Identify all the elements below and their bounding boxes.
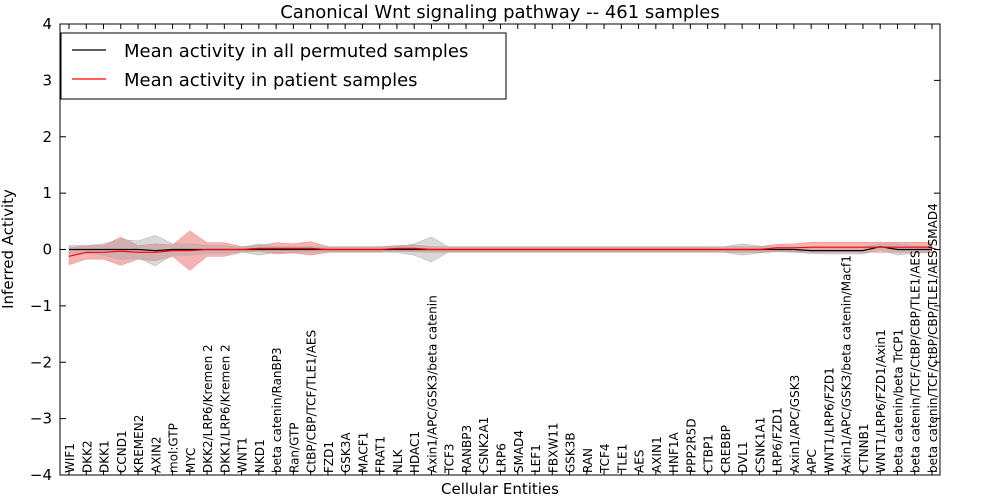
- x-tick-label: LRP6/FZD1: [771, 407, 785, 473]
- x-tick-label: CtBP/CBP/TCF/TLE1/AES: [305, 330, 319, 473]
- error-bands: [68, 230, 933, 271]
- x-tick-label: SMAD4: [512, 430, 526, 473]
- x-tick-label: CCND1: [115, 430, 129, 473]
- x-tick-label: Axin1/APC/GSK3/beta catenin: [426, 295, 440, 473]
- y-tick-label: −1: [30, 297, 52, 315]
- legend-label-patient: Mean activity in patient samples: [124, 70, 418, 91]
- x-tick-label: AES: [633, 450, 647, 473]
- series-lines: [68, 246, 932, 257]
- plot-frame: [59, 23, 941, 476]
- x-tick-label: DKK2/LRP6/Kremen 2: [201, 344, 215, 473]
- y-tick-label: 1: [42, 184, 52, 202]
- x-tick-label: NLK: [391, 448, 405, 473]
- x-tick-label: CREBBP: [719, 425, 733, 473]
- x-tick-label: RAN: [581, 448, 595, 473]
- x-tick-label: WNT1: [236, 437, 250, 473]
- x-tick-label: Ran/GTP: [287, 422, 301, 473]
- y-axis-ticks: −4 −3 −2 −1 0 1 2 3 4: [30, 15, 940, 484]
- x-tick-label: CSNK1A1: [753, 417, 767, 473]
- x-tick-label: AXIN1: [650, 436, 664, 473]
- x-tick-label: beta catenin/beta TrCP1: [892, 329, 906, 473]
- x-tick-label: DKK1/LRP6/Kremen 2: [218, 344, 232, 473]
- x-tick-label: TCF4: [598, 443, 612, 474]
- permuted-band: [68, 235, 933, 267]
- x-tick-label: CTBP1: [702, 434, 716, 473]
- x-tick-label: MYC: [184, 448, 198, 473]
- x-tick-label: FZD1: [322, 441, 336, 473]
- x-tick-label: TCF3: [443, 443, 457, 474]
- x-tick-label: GSK3A: [339, 432, 353, 473]
- patient-mean-line: [68, 246, 932, 257]
- x-tick-label: NKD1: [253, 439, 267, 473]
- legend-label-permuted: Mean activity in all permuted samples: [124, 41, 468, 62]
- x-tick-label: beta catenin/TCF/CtBP/CBP/TLE1/AES/SMAD4: [926, 203, 940, 473]
- y-tick-label: −2: [30, 353, 52, 371]
- x-tick-label: HNF1A: [667, 431, 681, 473]
- x-tick-label: PPP2R5D: [684, 418, 698, 473]
- x-tick-label: WIF1: [63, 443, 77, 473]
- x-tick-label: FBXW11: [546, 423, 560, 474]
- x-tick-label: MACF1: [356, 432, 370, 473]
- y-tick-label: −4: [30, 466, 52, 484]
- x-tick-label: DKK1: [98, 440, 112, 473]
- x-tick-label: GSK3B: [564, 432, 578, 473]
- x-tick-label: TLE1: [615, 444, 629, 474]
- x-tick-label: LEF1: [529, 444, 543, 473]
- y-axis-label: Inferred Activity: [0, 189, 17, 309]
- legend: Mean activity in all permuted samples Me…: [60, 32, 507, 100]
- x-axis-ticks: WIF1 DKK2 DKK1 CCND1 KREMEN2 AXIN2 mol:GTP MYC D…: [63, 24, 940, 475]
- x-tick-label: CTNNB1: [857, 423, 871, 473]
- y-tick-label: −3: [30, 410, 52, 428]
- x-tick-label: Axin1/APC/GSK3/beta catenin/Macf1: [840, 255, 854, 473]
- chart-title: Canonical Wnt signaling pathway -- 461 s…: [280, 2, 720, 23]
- x-tick-label: mol:GTP: [167, 423, 181, 473]
- x-tick-label: APC: [805, 449, 819, 473]
- x-tick-label: FRAT1: [374, 436, 388, 473]
- x-tick-label: Axin1/APC/GSK3: [788, 375, 802, 473]
- y-tick-label: 3: [42, 71, 52, 89]
- x-tick-label: beta catenin/TCF/CtBP/CBP/TLE1/AES: [909, 250, 923, 473]
- y-tick-label: 4: [42, 15, 52, 33]
- x-tick-label: KREMEN2: [132, 415, 146, 473]
- x-tick-label: DVL1: [736, 441, 750, 473]
- x-tick-label: AXIN2: [149, 436, 163, 473]
- x-tick-label: HDAC1: [408, 431, 422, 473]
- x-tick-label: LRP6: [495, 443, 509, 473]
- legend-box: [60, 32, 507, 100]
- x-tick-label: WNT1/LRP6/FZD1: [822, 367, 836, 473]
- x-tick-label: RANBP3: [460, 425, 474, 473]
- x-tick-label: beta catenin/RanBP3: [270, 347, 284, 473]
- y-tick-label: 0: [42, 241, 52, 259]
- x-tick-label: WNT1/LRP6/FZD1/Axin1: [874, 329, 888, 473]
- y-tick-label: 2: [42, 128, 52, 146]
- x-tick-label: DKK2: [80, 440, 94, 473]
- x-tick-label: CSNK2A1: [477, 417, 491, 473]
- x-axis-label: Cellular Entities: [441, 480, 559, 498]
